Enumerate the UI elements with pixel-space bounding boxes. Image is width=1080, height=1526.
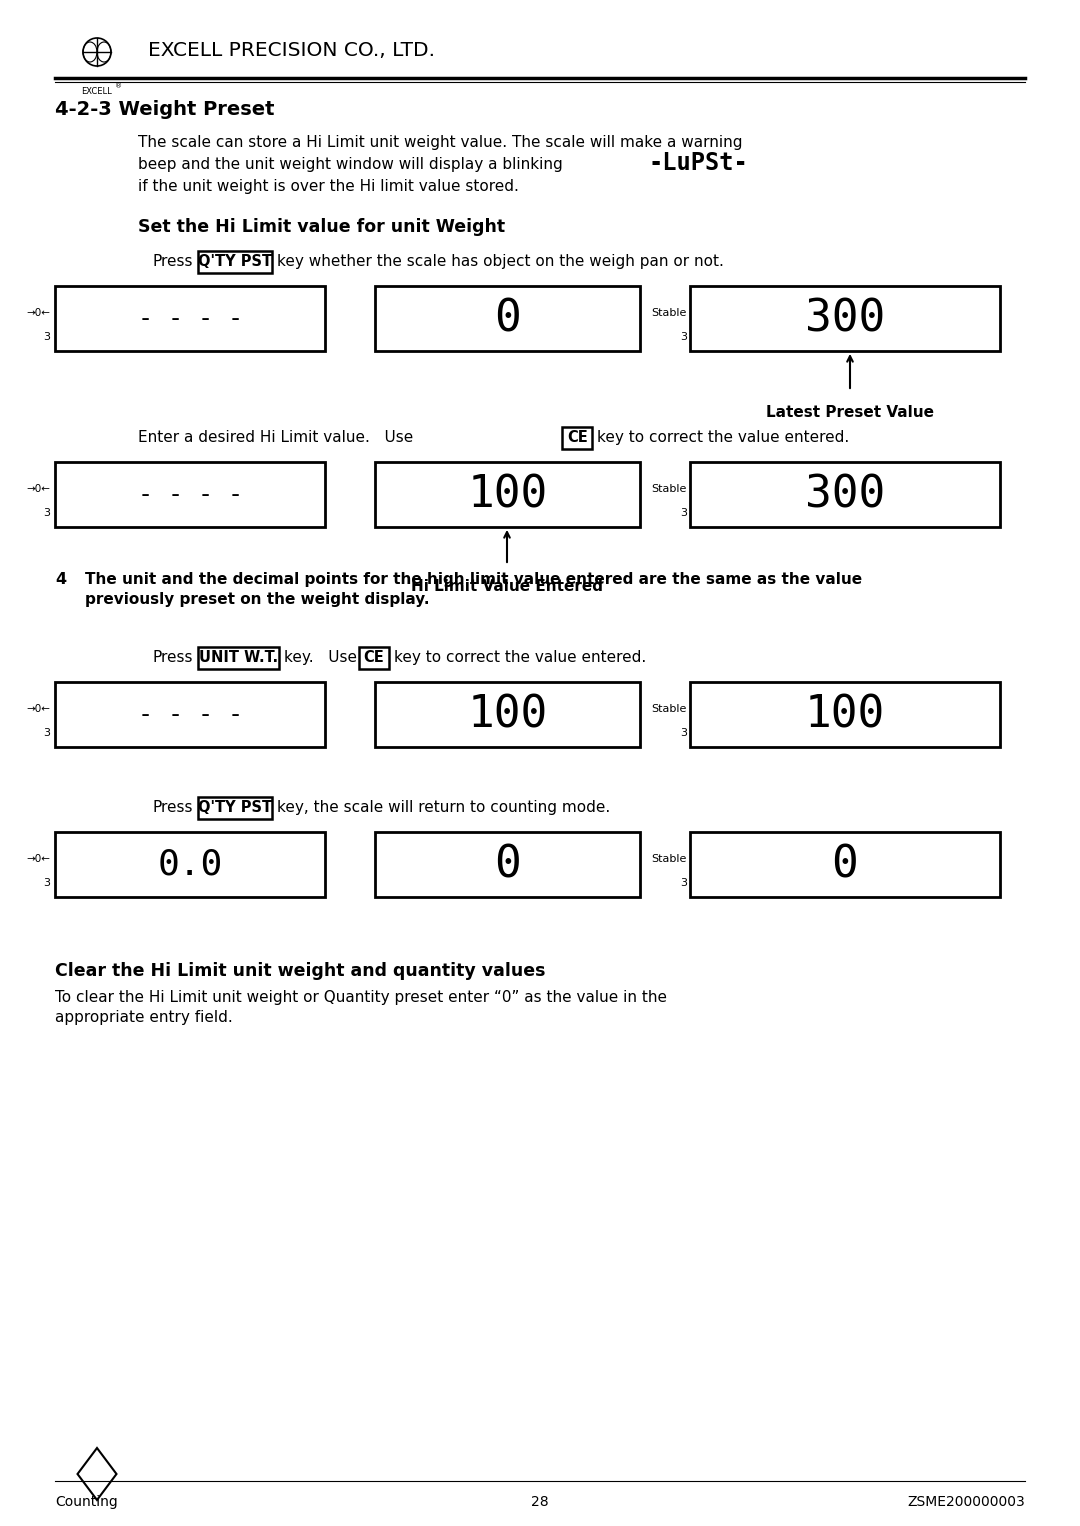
Text: Latest Preset Value: Latest Preset Value <box>766 404 934 420</box>
Text: 0: 0 <box>495 842 521 887</box>
Bar <box>562 427 593 449</box>
Text: - - - -: - - - - <box>137 702 243 726</box>
Text: 3: 3 <box>43 728 50 737</box>
Text: EXCELL: EXCELL <box>82 87 112 96</box>
Text: 300: 300 <box>805 298 886 340</box>
Text: CE: CE <box>364 650 384 665</box>
Text: - - - -: - - - - <box>137 307 243 331</box>
Bar <box>55 462 325 526</box>
Text: Stable: Stable <box>651 705 687 714</box>
Text: 300: 300 <box>805 473 886 516</box>
Text: 3: 3 <box>43 508 50 517</box>
Text: CE: CE <box>567 430 588 446</box>
Text: key to correct the value entered.: key to correct the value entered. <box>394 650 647 665</box>
Text: Set the Hi Limit value for unit Weight: Set the Hi Limit value for unit Weight <box>138 218 505 237</box>
Text: beep and the unit weight window will display a blinking: beep and the unit weight window will dis… <box>138 157 563 172</box>
Bar <box>198 647 279 668</box>
Bar <box>690 832 1000 897</box>
Text: 3: 3 <box>43 331 50 342</box>
Text: Press: Press <box>152 253 192 269</box>
Text: →0←: →0← <box>26 308 50 319</box>
Bar <box>359 647 389 668</box>
Text: 0: 0 <box>832 842 859 887</box>
Text: Press: Press <box>152 800 192 815</box>
Text: 3: 3 <box>680 728 687 737</box>
Text: 3: 3 <box>43 877 50 888</box>
Bar <box>55 285 325 351</box>
Text: Q'TY PST: Q'TY PST <box>198 801 272 815</box>
Text: ZSME200000003: ZSME200000003 <box>907 1495 1025 1509</box>
Text: Counting: Counting <box>55 1495 118 1509</box>
Text: 4-2-3 Weight Preset: 4-2-3 Weight Preset <box>55 101 274 119</box>
Text: UNIT W.T.: UNIT W.T. <box>199 650 278 665</box>
Bar <box>375 462 640 526</box>
Text: 100: 100 <box>805 693 886 736</box>
Bar <box>198 250 271 273</box>
Text: To clear the Hi Limit unit weight or Quantity preset enter “0” as the value in t: To clear the Hi Limit unit weight or Qua… <box>55 990 667 1006</box>
Text: Enter a desired Hi Limit value.   Use: Enter a desired Hi Limit value. Use <box>138 430 414 446</box>
Text: if the unit weight is over the Hi limit value stored.: if the unit weight is over the Hi limit … <box>138 179 518 194</box>
Bar <box>690 682 1000 748</box>
Text: Stable: Stable <box>651 484 687 494</box>
Bar <box>375 285 640 351</box>
Text: →0←: →0← <box>26 855 50 864</box>
Bar <box>198 797 271 819</box>
Text: ®: ® <box>114 82 122 89</box>
Bar <box>375 682 640 748</box>
Text: key.   Use: key. Use <box>284 650 356 665</box>
Text: Press: Press <box>152 650 192 665</box>
Bar <box>690 462 1000 526</box>
Text: 3: 3 <box>680 877 687 888</box>
Text: →0←: →0← <box>26 705 50 714</box>
Text: Stable: Stable <box>651 855 687 864</box>
Text: The unit and the decimal points for the high limit value entered are the same as: The unit and the decimal points for the … <box>85 572 862 588</box>
Text: 4: 4 <box>55 572 66 588</box>
Text: 3: 3 <box>680 508 687 517</box>
Text: Stable: Stable <box>651 308 687 319</box>
Text: key to correct the value entered.: key to correct the value entered. <box>597 430 850 446</box>
Bar <box>690 285 1000 351</box>
Text: 100: 100 <box>468 473 548 516</box>
Text: 3: 3 <box>680 331 687 342</box>
Text: key, the scale will return to counting mode.: key, the scale will return to counting m… <box>276 800 610 815</box>
Bar <box>55 682 325 748</box>
Polygon shape <box>78 1448 117 1500</box>
Bar <box>55 832 325 897</box>
Text: EXCELL PRECISION CO., LTD.: EXCELL PRECISION CO., LTD. <box>148 41 435 60</box>
Circle shape <box>83 38 111 66</box>
Text: 28: 28 <box>531 1495 549 1509</box>
Text: →0←: →0← <box>26 484 50 494</box>
Text: 0.0: 0.0 <box>158 847 222 882</box>
Text: 0: 0 <box>495 298 521 340</box>
Text: -LuPSt-: -LuPSt- <box>648 151 747 175</box>
Text: appropriate entry field.: appropriate entry field. <box>55 1010 233 1025</box>
Text: Q'TY PST: Q'TY PST <box>198 255 272 270</box>
Text: The scale can store a Hi Limit unit weight value. The scale will make a warning: The scale can store a Hi Limit unit weig… <box>138 134 743 150</box>
Text: key whether the scale has object on the weigh pan or not.: key whether the scale has object on the … <box>276 253 724 269</box>
Text: 100: 100 <box>468 693 548 736</box>
Bar <box>375 832 640 897</box>
Text: Hi Limit Value Entered: Hi Limit Value Entered <box>411 578 603 594</box>
Text: previously preset on the weight display.: previously preset on the weight display. <box>85 592 430 607</box>
Text: - - - -: - - - - <box>137 482 243 507</box>
Text: Clear the Hi Limit unit weight and quantity values: Clear the Hi Limit unit weight and quant… <box>55 961 545 980</box>
